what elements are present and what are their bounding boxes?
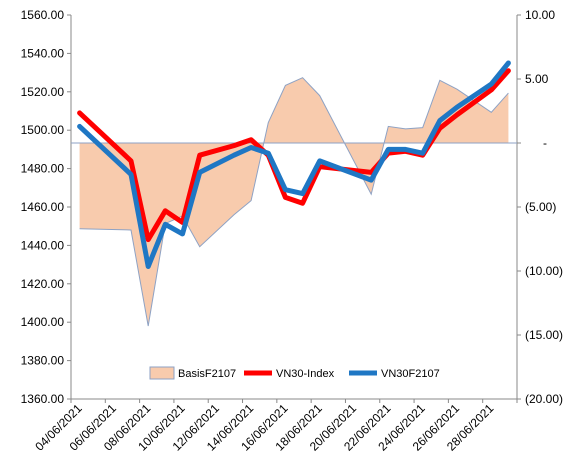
y-left-tick-label: 1520.00 — [21, 85, 65, 99]
lines-layer — [77, 60, 511, 269]
y-left-tick-label: 1560.00 — [21, 8, 65, 22]
legend-label-vn30-index: VN30-Index — [276, 368, 335, 380]
y-left-tick-label: 1480.00 — [21, 162, 65, 176]
legend-label-vn30f2107: VN30F2107 — [381, 368, 440, 380]
y-left-tick-label: 1540.00 — [21, 46, 65, 60]
y-left-tick-label: 1440.00 — [21, 238, 65, 252]
axes — [67, 14, 521, 403]
y-right-tick-label: (5.00) — [525, 200, 556, 214]
y-axis-left-labels: 1360.00 1380.00 1400.00 1420.00 1440.00 1460.… — [21, 8, 65, 406]
y-right-tick-label: (20.00) — [525, 392, 563, 406]
y-left-tick-label: 1420.00 — [21, 277, 65, 291]
y-left-tick-label: 1500.00 — [21, 123, 65, 137]
basis-area-layer — [79, 77, 509, 327]
y-right-tick-label: - — [543, 136, 547, 150]
x-axis-labels: 04/06/202106/06/202108/06/202110/06/2021… — [32, 401, 496, 454]
y-left-tick-label: 1360.00 — [21, 392, 65, 406]
y-left-tick-label: 1400.00 — [21, 315, 65, 329]
legend-label-basisf2107: BasisF2107 — [178, 368, 236, 380]
legend: BasisF2107 VN30-Index VN30F2107 — [149, 366, 440, 380]
series-line-vn30f2107 — [77, 60, 511, 269]
basis-area-outline — [79, 77, 509, 327]
y-left-tick-label: 1460.00 — [21, 200, 65, 214]
basis-area-fill — [79, 77, 509, 326]
y-right-tick-label: 5.00 — [525, 72, 549, 86]
series-line-vn30-index — [77, 68, 511, 243]
y-right-tick-label: (10.00) — [525, 264, 563, 278]
y-left-tick-label: 1380.00 — [21, 354, 65, 368]
legend-swatch-basisf2107 — [149, 366, 175, 380]
y-right-tick-label: (15.00) — [525, 328, 563, 342]
y-right-tick-label: 10.00 — [525, 8, 555, 22]
y-axis-right-labels: 10.00 5.00 - (5.00) (10.00) (15.00) (20.00) — [525, 8, 563, 406]
